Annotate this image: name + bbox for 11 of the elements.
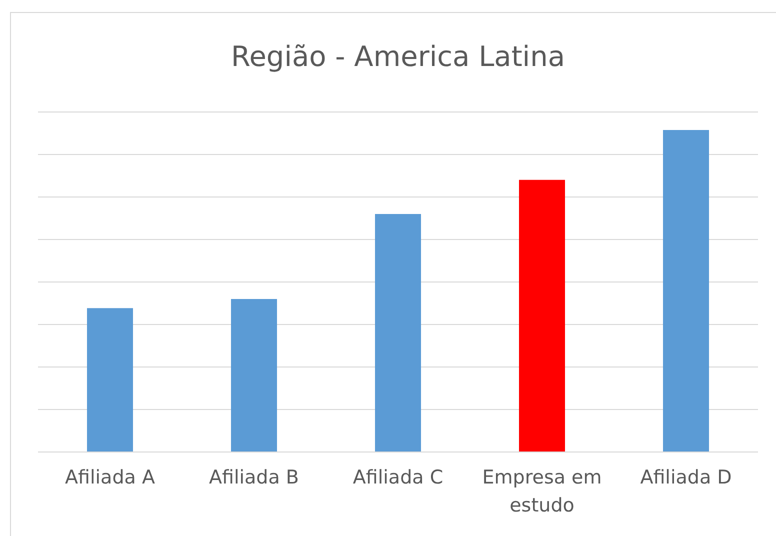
chart-title: Região - America Latina (230, 40, 566, 73)
bar (663, 130, 709, 452)
x-tick-label: Afiliada C (352, 466, 444, 488)
x-tick-label: Afiliada B (209, 466, 299, 488)
x-tick-label: Empresa em estudo (482, 466, 602, 516)
bar (87, 308, 133, 452)
x-tick-label: Afiliada D (640, 466, 732, 488)
bar (231, 299, 277, 452)
bar (375, 214, 421, 452)
x-tick-label: Afiliada A (65, 466, 155, 488)
bar (519, 180, 565, 452)
